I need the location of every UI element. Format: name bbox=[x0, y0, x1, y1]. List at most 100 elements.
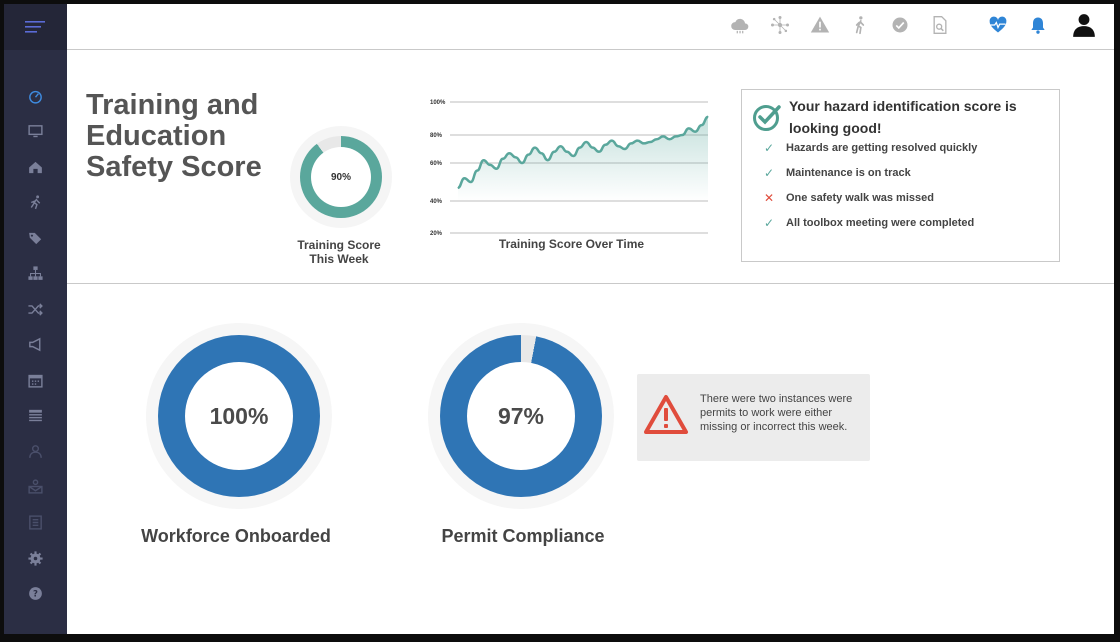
hazard-item-text: Maintenance is on track bbox=[786, 167, 911, 179]
home-icon bbox=[29, 161, 42, 173]
app-window: ? Training and Education Saf bbox=[4, 4, 1114, 634]
tags-icon bbox=[29, 232, 42, 244]
hazard-item-text: One safety walk was missed bbox=[786, 192, 934, 204]
hazard-item-text: All toolbox meeting were completed bbox=[786, 217, 975, 229]
monitor-icon bbox=[28, 124, 43, 137]
data-point bbox=[534, 147, 536, 149]
data-point bbox=[636, 140, 639, 142]
settings-icon bbox=[28, 550, 43, 566]
data-point bbox=[643, 142, 645, 144]
y-tick-label: 40% bbox=[430, 199, 443, 205]
check-icon: ✓ bbox=[763, 216, 775, 230]
sidebar-item-list-table[interactable] bbox=[4, 400, 67, 430]
sidebar-item-settings[interactable] bbox=[4, 543, 67, 573]
workforce-ring: 100% bbox=[158, 335, 320, 497]
running-person-icon bbox=[30, 194, 41, 209]
data-point bbox=[495, 168, 498, 170]
hamburger-icon bbox=[24, 21, 45, 33]
mail-user-icon bbox=[28, 478, 43, 494]
sidebar-item-document-list[interactable] bbox=[4, 507, 67, 537]
data-point bbox=[540, 152, 542, 154]
data-point bbox=[694, 131, 696, 133]
y-tick-label: 60% bbox=[430, 161, 443, 167]
hazard-item: ✓ Hazards are getting resolved quickly bbox=[762, 139, 977, 157]
person-outline-icon bbox=[29, 444, 42, 458]
hamburger-menu-button[interactable] bbox=[4, 4, 67, 50]
walking-icon[interactable] bbox=[849, 14, 871, 36]
data-point bbox=[630, 142, 632, 144]
data-point bbox=[521, 162, 523, 164]
data-point bbox=[700, 124, 703, 126]
data-point bbox=[585, 141, 587, 143]
hazard-item-text: Hazards are getting resolved quickly bbox=[786, 142, 978, 154]
y-tick-label: 100% bbox=[430, 100, 446, 106]
sidebar-item-running-person[interactable] bbox=[4, 187, 67, 217]
permit-ring: 97% bbox=[440, 335, 602, 497]
data-point bbox=[649, 141, 651, 143]
data-point bbox=[553, 151, 555, 153]
data-point bbox=[463, 177, 466, 179]
list-table-icon bbox=[29, 409, 42, 421]
data-point bbox=[502, 158, 504, 160]
sidebar-item-shuffle[interactable] bbox=[4, 294, 67, 324]
org-chart-icon bbox=[28, 265, 43, 280]
megaphone-icon bbox=[29, 337, 41, 351]
data-point bbox=[707, 116, 709, 118]
data-point bbox=[604, 144, 607, 146]
sidebar-item-tags[interactable] bbox=[4, 223, 67, 253]
warning-icon[interactable] bbox=[809, 14, 831, 36]
dashboard-gauge-icon bbox=[29, 90, 42, 104]
bell-icon[interactable] bbox=[1027, 14, 1049, 36]
sidebar-item-monitor[interactable] bbox=[4, 116, 67, 146]
sidebar-item-dashboard-gauge[interactable] bbox=[4, 81, 67, 111]
data-point bbox=[476, 170, 478, 172]
data-point bbox=[617, 145, 619, 147]
check-icon: ✓ bbox=[763, 166, 775, 180]
workforce-caption: Workforce Onboarded bbox=[141, 526, 331, 546]
sidebar-item-help[interactable]: ? bbox=[4, 578, 67, 608]
document-search-icon[interactable] bbox=[929, 14, 951, 36]
series-line bbox=[457, 115, 709, 189]
hazard-item: ✕ One safety walk was missed bbox=[762, 189, 934, 207]
permit-caption: Permit Compliance bbox=[441, 526, 605, 546]
data-point bbox=[515, 156, 517, 158]
data-point bbox=[668, 138, 671, 140]
svg-text:?: ? bbox=[33, 589, 38, 599]
heart-pulse-icon[interactable] bbox=[987, 14, 1009, 36]
permit-donut: 97% bbox=[428, 323, 614, 509]
sidebar-item-mail-user[interactable] bbox=[4, 471, 67, 501]
sidebar-item-person-outline[interactable] bbox=[4, 436, 67, 466]
permit-alert: There were two instances were permits to… bbox=[637, 374, 870, 461]
check-badge-icon bbox=[753, 105, 781, 131]
data-point bbox=[457, 187, 459, 189]
permit-value: 97% bbox=[467, 362, 575, 470]
data-point bbox=[681, 134, 683, 136]
warning-triangle-icon bbox=[644, 395, 688, 434]
training-score-caption: Training Score This Week bbox=[297, 238, 381, 266]
check-circle-icon[interactable] bbox=[889, 14, 911, 36]
hazard-summary-panel: Your hazard identification score is look… bbox=[741, 89, 1060, 262]
data-point bbox=[566, 151, 568, 153]
data-point bbox=[656, 138, 658, 140]
sidebar-item-megaphone[interactable] bbox=[4, 329, 67, 359]
section-divider bbox=[67, 283, 1114, 284]
data-point bbox=[527, 154, 530, 156]
training-score-chart: 100% 80% 60% 40% 20% bbox=[430, 100, 709, 237]
sidebar-item-calendar[interactable] bbox=[4, 365, 67, 395]
hazard-item: ✓ All toolbox meeting were completed bbox=[762, 214, 974, 232]
sidebar-item-org-chart[interactable] bbox=[4, 258, 67, 288]
data-point bbox=[624, 148, 626, 150]
top-bar bbox=[67, 4, 1114, 50]
network-icon[interactable] bbox=[769, 14, 791, 36]
user-icon[interactable] bbox=[1071, 12, 1097, 38]
training-score-ring: 90% bbox=[300, 136, 382, 218]
sidebar-item-home[interactable] bbox=[4, 152, 67, 182]
cloud-icon[interactable] bbox=[729, 14, 751, 36]
data-point bbox=[572, 155, 574, 157]
data-point bbox=[675, 135, 677, 137]
data-point bbox=[579, 147, 581, 149]
data-point bbox=[483, 159, 485, 161]
page-title: Training and Education Safety Score bbox=[86, 89, 262, 183]
sidebar: ? bbox=[4, 4, 67, 634]
data-point bbox=[592, 147, 594, 149]
